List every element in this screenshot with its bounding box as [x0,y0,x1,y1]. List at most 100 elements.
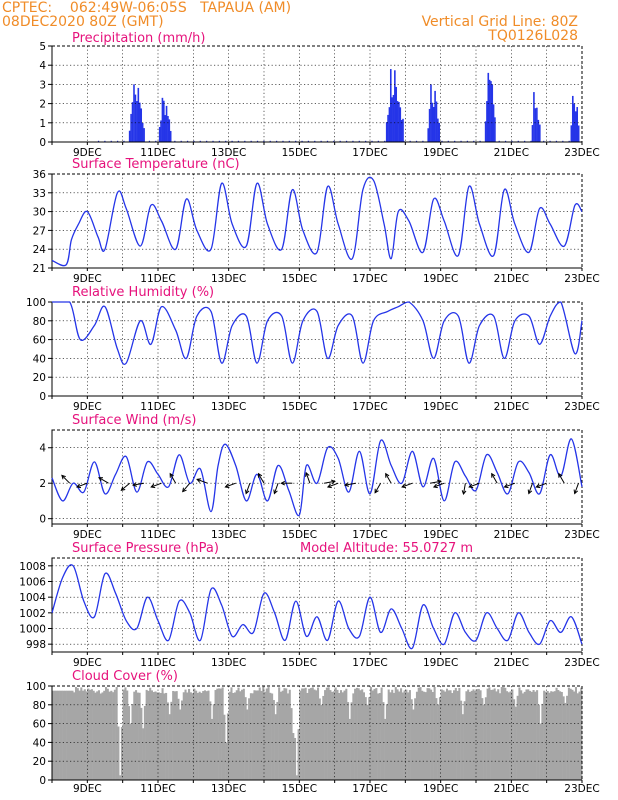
precip-trace-bar [256,140,259,142]
x-tick-label: 15DEC [282,529,317,541]
cloud-cover-bar [341,692,344,780]
precip-bar [131,102,134,142]
cloud-cover-bar [101,692,104,780]
cloud-cover-bar [295,775,298,780]
precip-bar [432,106,435,142]
cloud-cover-bar [431,692,434,780]
precip-trace-bar [377,140,379,142]
cloud-cover-bar [242,688,245,780]
cloud-cover-bar [472,689,475,780]
cloud-cover-bar [481,698,484,780]
wind-arrow [343,482,356,487]
cloud-cover-bar [172,690,175,780]
precip-trace-bar [295,140,297,142]
precip-bar [395,86,398,142]
cloud-cover-bar [551,691,555,780]
cloud-cover-bar [421,690,424,780]
precip-bar [168,119,171,142]
precip-trace-bar [511,140,513,142]
y-tick-label: 4 [39,443,46,455]
precip-trace-bar [485,140,488,142]
precip-trace-bar [428,140,430,142]
cloud-cover-bar [223,714,226,780]
cloud-cover-bar [71,690,74,780]
cloud-cover-bar [458,687,461,780]
cloud-cover-bar [126,690,129,780]
wind-arrow-head [120,486,126,491]
cloud-cover-bar [396,689,399,780]
cloud-cover-bar [541,703,544,780]
precip-trace-bar [123,140,125,142]
cloud-cover-bar [80,687,83,780]
wind-arrow [182,482,191,493]
cloud-cover-bar [555,687,558,780]
x-tick-label: 9DEC [73,657,102,669]
wind-arrow [432,482,445,489]
wind-arrow-head [401,483,407,489]
wind-arrow-shaft [196,478,208,484]
x-tick-label: 15DEC [282,657,317,669]
x-tick-label: 21DEC [494,401,529,413]
rh-series-line [52,301,583,365]
header-grid-note: Vertical Grid Line: 80Z [422,14,578,30]
precip-bar [165,105,168,142]
cloud-cover-bar [488,687,491,780]
cloud-cover-bar [534,691,537,780]
wind-arrow-shaft [463,483,466,495]
precip-trace-bar [422,140,424,142]
cloud-cover-bar [343,690,346,780]
wind-arrow-head [196,478,202,483]
precip-trace-bar [167,140,170,142]
wind-arrow [430,479,442,485]
cloud-cover-bar [271,693,274,780]
cloud-cover-bar [57,690,60,780]
x-tick-label: 19DEC [423,657,458,669]
cloud-cover-bar [484,697,487,780]
cloud-cover-bar [133,691,136,780]
wind-arrow-shaft [151,482,162,488]
cloud-cover-bar [415,691,418,780]
precip-bar [160,120,162,142]
cloud-cover-bar [260,690,263,780]
cloud-cover-bar [350,702,353,780]
cloud-cover-bar [127,706,131,780]
wind-arrow-shaft [574,483,579,494]
precip-bar [491,84,494,142]
precip-bar [490,81,492,142]
y-tick-label: 24 [33,244,47,256]
precip-bar [392,94,395,142]
wind-arrow-shaft [374,482,382,493]
cloud-cover-bar [470,690,473,780]
wind-arrow [468,482,480,489]
x-tick-label: 17DEC [352,273,387,285]
precip-trace-bar [161,140,163,142]
cloud-cover-bar [435,698,438,780]
cloud-cover-bar [580,687,583,780]
x-tick-label: 23DEC [564,657,599,669]
wind-arrow [224,482,236,489]
cloud-cover-bar [182,692,185,780]
cloud-cover-bar [574,687,577,780]
x-tick-label: 11DEC [140,273,175,285]
precip-trace-bar [110,140,112,142]
cloud-cover-bar [244,697,247,780]
precip-trace-bar [174,140,176,142]
x-tick-label: 23DEC [564,147,599,159]
wind-arrow-head [326,483,332,489]
cloud-cover-bar [85,691,88,780]
wind-arrow-head [436,479,442,485]
cloud-cover-bar [463,701,466,780]
x-tick-label: 9DEC [73,401,102,413]
cloud-cover-bar [403,690,406,780]
y-tick-label: 33 [33,188,46,200]
cloud-cover-bar [143,706,146,780]
cloud-cover-bar [465,691,468,780]
rh-panel: 0 20 40 60 80 100 9DEC 11DEC 13DEC 15DEC 17DEC 19DE… [26,297,600,413]
cloud-cover-bar [251,693,254,780]
cloud-cover-bar [401,692,404,780]
precip-trace-bar [282,140,284,142]
cloud-cover-bar [529,690,532,780]
wind-arrow [150,482,162,489]
precip-trace-bar [237,140,240,142]
x-tick-label: 19DEC [423,783,458,795]
